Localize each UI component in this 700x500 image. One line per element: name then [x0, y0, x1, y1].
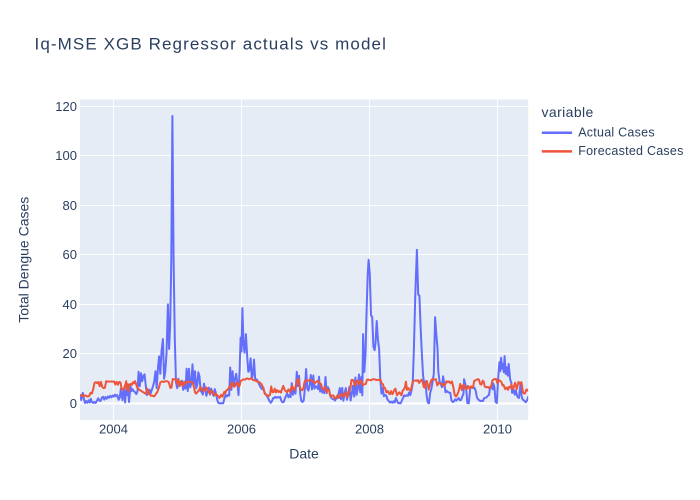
svg-text:Actual Cases: Actual Cases	[578, 126, 655, 140]
svg-text:variable: variable	[542, 104, 594, 120]
svg-text:Forecasted Cases: Forecasted Cases	[578, 144, 683, 158]
svg-text:2010: 2010	[483, 422, 512, 437]
svg-text:2004: 2004	[99, 422, 128, 437]
svg-text:Total Dengue Cases: Total Dengue Cases	[16, 197, 32, 323]
svg-text:20: 20	[63, 346, 77, 361]
svg-text:Date: Date	[289, 446, 319, 462]
svg-text:120: 120	[55, 99, 77, 114]
svg-text:60: 60	[63, 247, 77, 262]
svg-text:80: 80	[63, 198, 77, 213]
svg-text:40: 40	[63, 297, 77, 312]
svg-text:2006: 2006	[227, 422, 256, 437]
svg-text:2008: 2008	[355, 422, 384, 437]
svg-text:0: 0	[70, 396, 77, 411]
svg-text:Iq-MSE XGB Regressor actuals v: Iq-MSE XGB Regressor actuals vs model	[35, 34, 387, 53]
svg-text:100: 100	[55, 148, 77, 163]
